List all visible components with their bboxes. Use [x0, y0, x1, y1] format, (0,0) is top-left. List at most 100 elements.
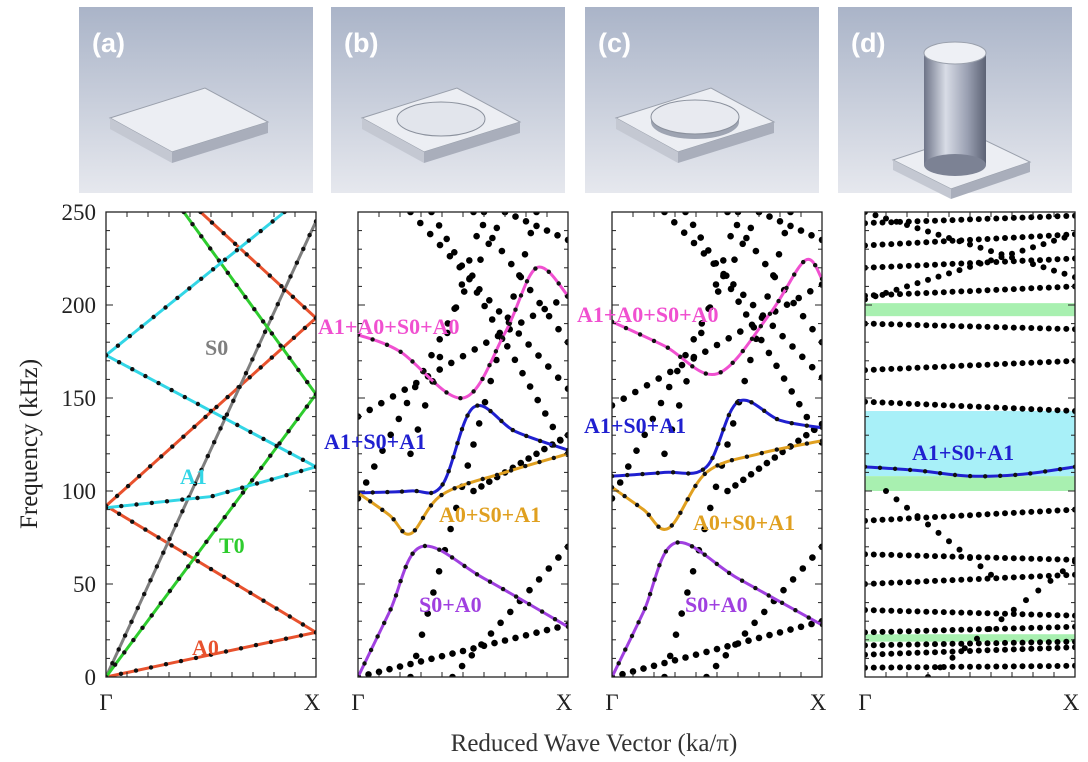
mode-branch: [501, 212, 568, 244]
mode-point: [1002, 258, 1008, 265]
mode-point: [905, 290, 912, 297]
mode-point: [712, 260, 720, 267]
mode-point: [967, 263, 973, 270]
mode-point: [897, 650, 903, 657]
mode-point: [1010, 286, 1017, 293]
series-point: [774, 447, 779, 452]
mode-point: [865, 212, 868, 215]
series-point: [156, 535, 161, 540]
mode-point: [975, 647, 982, 654]
mode-point: [510, 293, 517, 300]
series-point: [231, 502, 236, 508]
mode-point: [1002, 574, 1008, 581]
mode-point: [914, 649, 921, 656]
mode-point: [932, 238, 938, 245]
mode-point: [984, 287, 991, 294]
mode-point: [436, 353, 444, 361]
mode-point: [879, 551, 886, 558]
mode-point: [893, 496, 900, 503]
mode-point: [741, 630, 749, 637]
mode-point: [387, 431, 395, 439]
mode-point: [905, 552, 912, 559]
series-point: [393, 593, 399, 598]
x-tick-x: X: [810, 690, 827, 715]
mode-point: [783, 301, 791, 309]
mode-point: [905, 664, 912, 671]
mode-point: [799, 353, 806, 361]
series-point: [500, 586, 506, 592]
series-point: [739, 578, 745, 583]
mode-point: [555, 554, 562, 561]
mode-point: [796, 400, 803, 408]
mode-point: [712, 281, 720, 288]
series-point: [813, 263, 818, 268]
mode-point: [1063, 644, 1070, 651]
series-point: [163, 662, 169, 667]
mode-point: [529, 312, 537, 320]
series-point: [268, 453, 273, 458]
mode-point: [401, 386, 409, 394]
series-point: [499, 418, 504, 424]
mode-point: [1037, 555, 1043, 562]
mode-point: [1063, 358, 1070, 365]
series-point: [269, 477, 274, 482]
series-point: [1013, 472, 1018, 478]
series-point: [370, 490, 375, 495]
mode-point: [1063, 283, 1070, 290]
series-point: [730, 360, 735, 365]
series-point: [744, 454, 750, 459]
series-point: [116, 511, 122, 516]
mode-point: [764, 293, 771, 300]
mode-point: [657, 399, 665, 407]
mode-point: [1028, 611, 1035, 618]
series-point: [642, 606, 648, 611]
series-point: [452, 486, 457, 491]
mode-point: [1019, 214, 1026, 221]
mode-point: [743, 234, 750, 242]
mode-point: [712, 483, 720, 491]
series-point: [258, 228, 263, 234]
mode-point: [674, 367, 681, 375]
mode-point: [923, 401, 930, 408]
mode-point: [984, 404, 991, 411]
series-point: [143, 373, 148, 379]
mode-point: [870, 366, 877, 373]
series-point: [274, 606, 279, 611]
mode-point: [1002, 639, 1008, 646]
mode-point: [684, 589, 691, 596]
mode-point: [940, 261, 947, 268]
mode-point: [1051, 237, 1057, 244]
mode-branch: [661, 212, 794, 677]
series-point: [232, 241, 238, 246]
mode-point: [483, 339, 490, 347]
series-point: [439, 492, 444, 498]
label-a-a1: A1: [180, 464, 207, 489]
mode-point: [545, 565, 553, 572]
mode-point: [958, 512, 965, 519]
series-point: [451, 455, 456, 460]
mode-point: [797, 227, 805, 234]
mode-point: [932, 553, 938, 560]
series-point: [1043, 469, 1048, 474]
mode-point: [1045, 284, 1052, 291]
mode-point: [749, 301, 757, 309]
series-point: [287, 614, 292, 619]
series-point: [216, 258, 222, 263]
mode-point: [487, 377, 495, 385]
mode-point: [956, 267, 963, 274]
series-point: [237, 384, 242, 390]
mode-point: [865, 242, 868, 249]
series-point: [213, 527, 218, 532]
mode-point: [507, 608, 514, 616]
mode-point: [1028, 555, 1035, 562]
mode-point: [993, 259, 1000, 265]
mode-point: [702, 348, 709, 356]
mode-point: [1063, 507, 1070, 514]
series-point: [148, 464, 153, 469]
mode-point: [935, 529, 942, 536]
series-point: [175, 295, 180, 301]
mode-point: [1054, 612, 1061, 619]
series-point: [398, 349, 403, 354]
series-point: [225, 394, 230, 400]
